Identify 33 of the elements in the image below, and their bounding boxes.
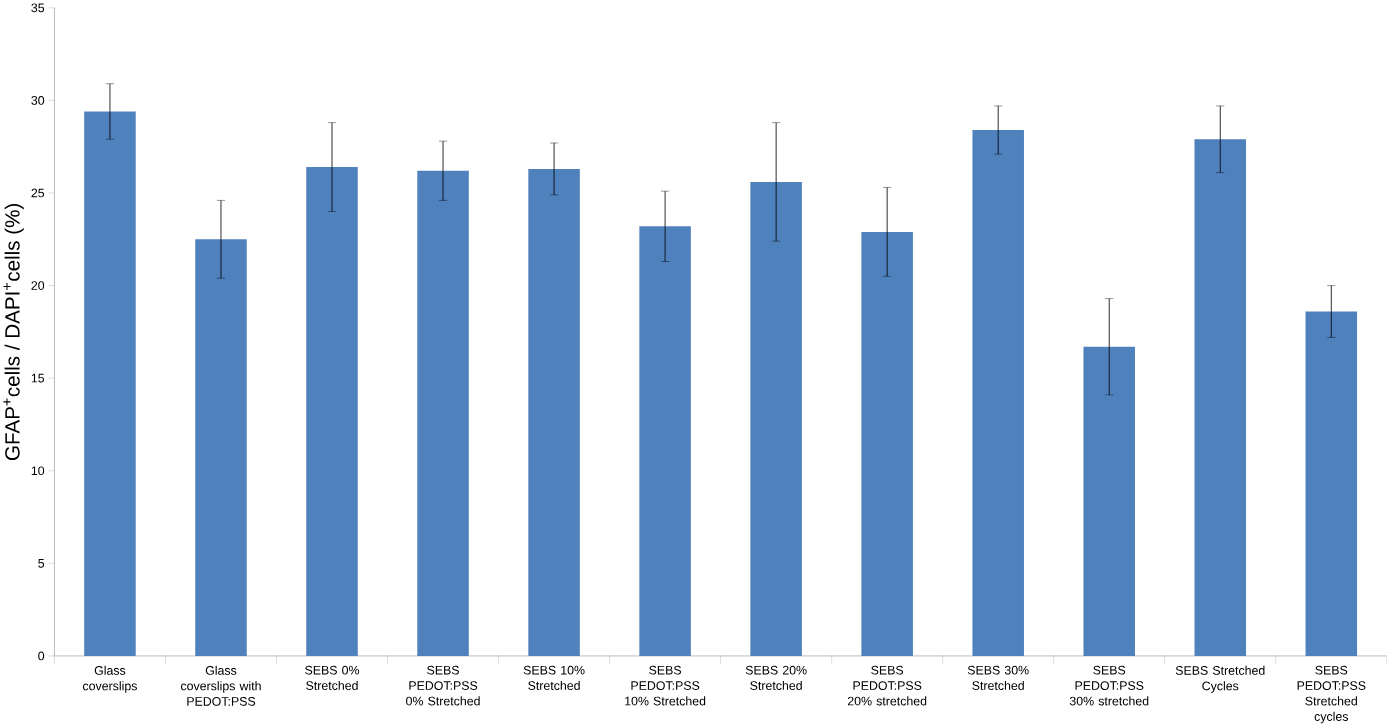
- bar: [1194, 139, 1247, 657]
- bar: [84, 111, 136, 657]
- y-tick-label: 30: [31, 96, 45, 105]
- x-tick-label: Glass coverslips: [82, 665, 137, 693]
- bar: [1083, 346, 1135, 657]
- bar: [639, 226, 691, 657]
- x-tick-label: SEBS PEDOT:PSS 30% stretched: [1069, 665, 1149, 706]
- x-tick-label: SEBS 20% Stretched: [745, 665, 807, 691]
- bar: [972, 130, 1024, 657]
- bar: [195, 239, 247, 657]
- bar: [861, 231, 913, 657]
- x-tick-label: SEBS PEDOT:PSS 20% stretched: [847, 665, 927, 706]
- y-tick-label: 35: [31, 3, 45, 13]
- y-tick-label: 0: [38, 651, 45, 661]
- x-tick-label: SEBS 10% Stretched: [523, 665, 585, 691]
- x-tick-label: SEBS PEDOT:PSS 10% Stretched: [625, 665, 706, 706]
- bar: [306, 167, 358, 657]
- x-tick-label: SEBS 30% Stretched: [967, 665, 1029, 691]
- y-tick-label: 25: [31, 188, 45, 198]
- y-tick-label: 10: [31, 466, 45, 476]
- y-tick-label: 5: [38, 559, 45, 568]
- x-tick-label: SEBS 0% Stretched: [305, 665, 360, 691]
- x-tick-label: SEBS PEDOT:PSS Stretched cycles: [1297, 665, 1366, 724]
- x-tick-label: Glass coverslips with PEDOT:PSS: [180, 665, 261, 706]
- y-axis-title: GFAP$^{+}$cells / DAPI$^{+}$cells (%): [3, 204, 24, 461]
- x-tick-label: SEBS Stretched Cycles: [1175, 665, 1265, 693]
- y-tick-label: 20: [31, 281, 45, 291]
- bar: [417, 170, 469, 657]
- x-tick-label: SEBS PEDOT:PSS 0% Stretched: [406, 665, 480, 706]
- bar: [1305, 311, 1358, 657]
- bar: [750, 181, 802, 657]
- bar: [528, 169, 580, 657]
- y-tick-label: 15: [31, 373, 45, 383]
